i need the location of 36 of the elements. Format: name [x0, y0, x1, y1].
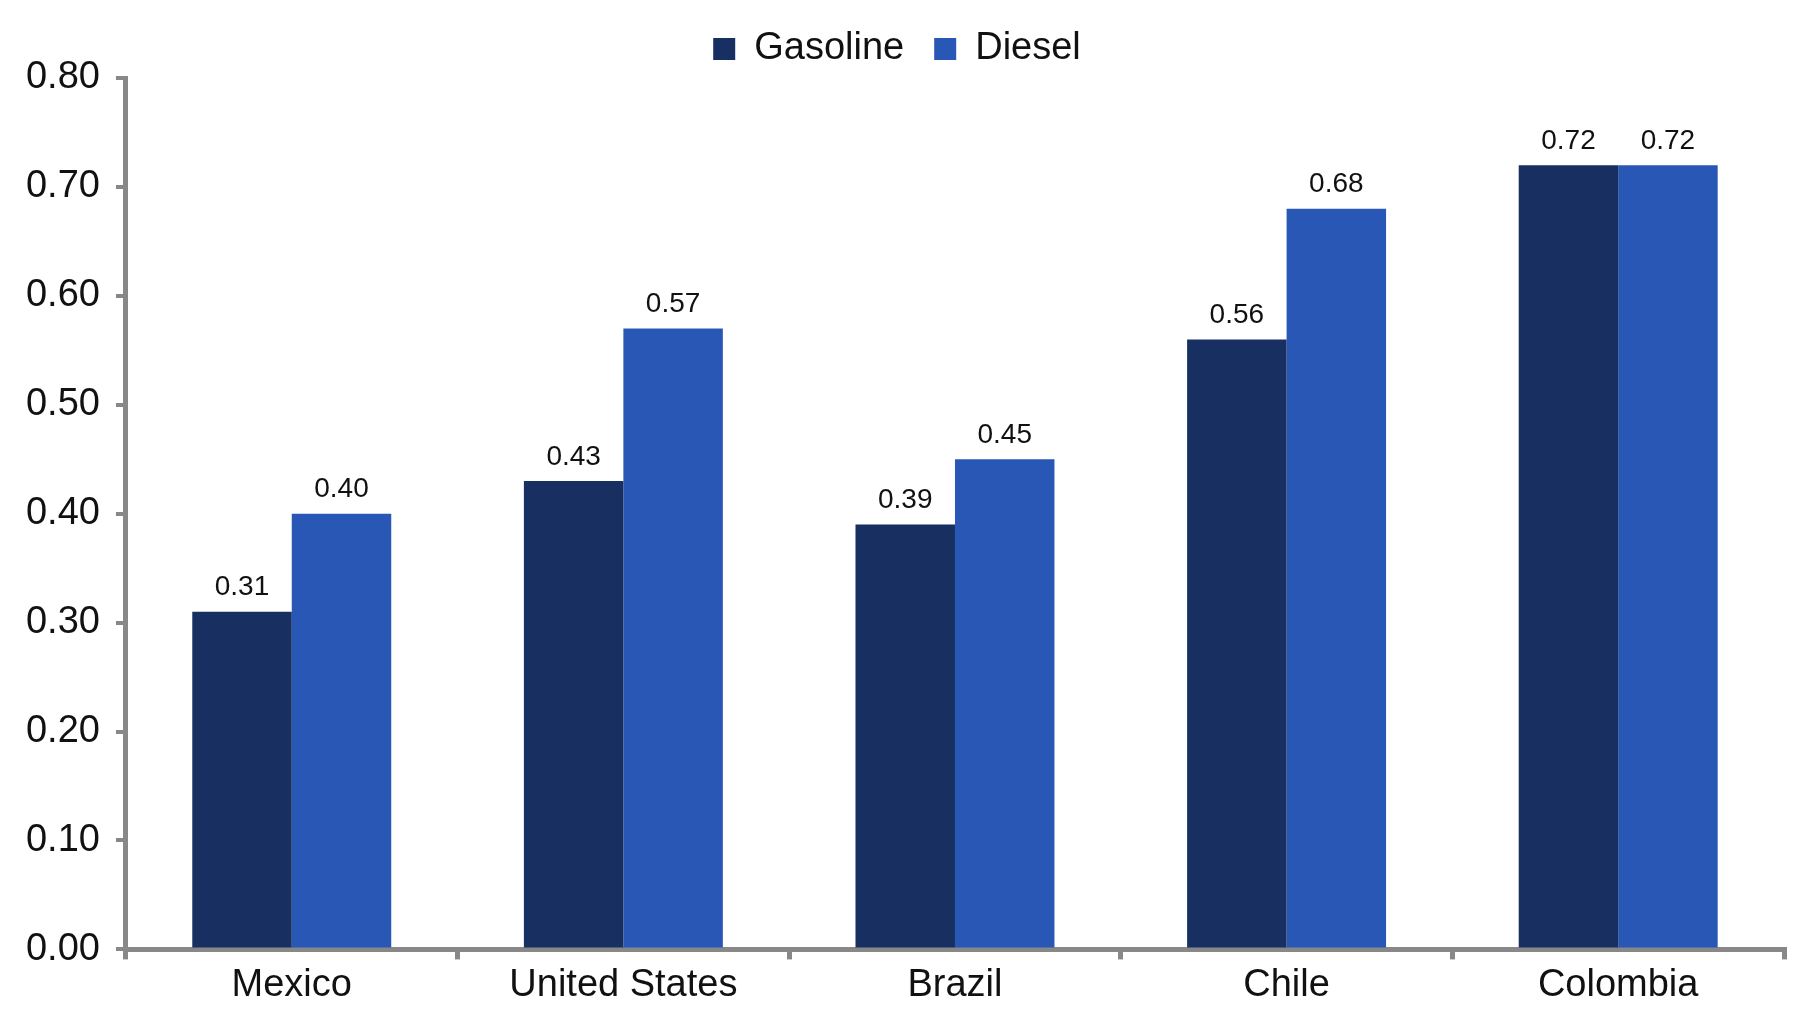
y-tick-label: 0.30	[25, 599, 100, 642]
data-label: 0.72	[1541, 123, 1596, 155]
bar	[1518, 165, 1619, 948]
data-label: 0.43	[546, 439, 601, 471]
bar	[1618, 165, 1718, 948]
bar	[1286, 208, 1387, 948]
bar	[623, 328, 723, 948]
data-label: 0.31	[214, 570, 270, 602]
y-tick-label: 0.50	[25, 381, 100, 424]
bar	[192, 611, 292, 948]
y-tick-label: 0.40	[25, 490, 100, 533]
data-label: 0.72	[1640, 123, 1696, 155]
data-label: 0.57	[645, 287, 701, 319]
data-label: 0.68	[1309, 167, 1364, 199]
y-tick-label: 0.20	[25, 708, 100, 751]
y-tick-label: 0.00	[25, 925, 100, 968]
bar	[523, 481, 624, 948]
bar	[855, 524, 955, 948]
x-tick-label: Colombia	[1537, 961, 1700, 1004]
x-tick-label: Brazil	[907, 961, 1003, 1004]
x-tick-label: Chile	[1243, 961, 1330, 1004]
legend-label: Diesel	[975, 25, 1081, 68]
bar	[291, 513, 392, 948]
y-tick-label: 0.70	[25, 163, 100, 206]
data-label: 0.40	[314, 472, 369, 504]
y-tick-label: 0.80	[25, 54, 100, 97]
data-label: 0.56	[1209, 298, 1265, 330]
legend-label: Gasoline	[754, 25, 905, 68]
data-label: 0.39	[877, 483, 933, 515]
y-tick-label: 0.10	[25, 816, 100, 859]
bar	[1187, 339, 1287, 948]
y-tick-label: 0.60	[25, 272, 100, 315]
x-tick-label: United States	[509, 961, 738, 1004]
bar	[954, 459, 1055, 948]
data-label: 0.45	[977, 417, 1032, 449]
x-tick-label: Mexico	[231, 961, 352, 1004]
